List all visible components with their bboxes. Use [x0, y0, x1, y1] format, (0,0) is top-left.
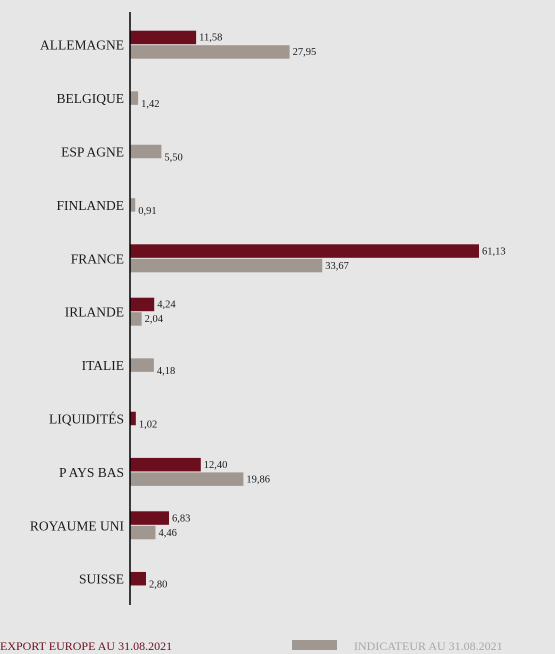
value-label-export-suisse: 2,80	[149, 580, 167, 591]
category-label-italie: ITALIE	[82, 358, 124, 373]
category-label-finlande: FINLANDE	[57, 198, 125, 213]
category-label-royaume-uni: ROYAUME UNI	[30, 518, 125, 533]
value-label-export-irlande: 4,24	[157, 300, 176, 311]
legend-label-indicateur: INDICATEUR AU 31.08.2021	[354, 639, 503, 653]
category-label-france: FRANCE	[71, 251, 124, 266]
category-label-allemagne: ALLEMAGNE	[40, 38, 124, 53]
value-label-indicateur-belgique: 1,42	[141, 99, 159, 110]
value-label-indicateur-royaume-uni: 4,46	[158, 528, 176, 539]
value-label-indicateur-france: 33,67	[325, 261, 349, 272]
category-label-belgique: BELGIQUE	[57, 91, 125, 106]
bars	[130, 30, 479, 586]
bar-export-p-ays-bas	[130, 457, 201, 472]
value-label-export-p-ays-bas: 12,40	[204, 460, 228, 471]
bar-indicateur-royaume-uni	[130, 525, 156, 540]
category-labels: ALLEMAGNE BELGIQUE ESP AGNE FINLANDE FRANCE I…	[30, 38, 125, 587]
bar-indicateur-france	[130, 258, 323, 273]
legend-swatch-indicateur	[292, 640, 337, 650]
bar-indicateur-irlande	[130, 312, 142, 326]
bar-indicateur-allemagne	[130, 45, 290, 59]
category-label-esp-agne: ESP AGNE	[61, 145, 124, 160]
category-label-p-ays-bas: P AYS BAS	[59, 465, 124, 480]
category-label-liquidites: LIQUIDITÉS	[49, 412, 124, 427]
value-label-indicateur-irlande: 2,04	[145, 314, 164, 325]
value-label-export-france: 61,13	[482, 246, 506, 257]
value-label-export-liquidites: 1,02	[139, 420, 157, 431]
legend-label-export: EXPORT EUROPE AU 31.08.2021	[0, 639, 172, 653]
value-label-indicateur-allemagne: 27,95	[293, 47, 317, 58]
legend: EXPORT EUROPE AU 31.08.2021 INDICATEUR A…	[0, 639, 503, 653]
bar-export-royaume-uni	[130, 511, 169, 525]
bar-export-allemagne	[130, 30, 197, 45]
value-label-indicateur-p-ays-bas: 19,86	[246, 474, 270, 485]
bar-export-liquidites	[130, 411, 136, 426]
category-label-irlande: IRLANDE	[65, 305, 124, 320]
bar-export-france	[130, 244, 479, 258]
bar-indicateur-italie	[130, 358, 154, 372]
value-label-export-allemagne: 11,58	[199, 33, 222, 44]
value-label-indicateur-italie: 4,18	[157, 366, 175, 377]
bar-indicateur-p-ays-bas	[130, 472, 244, 486]
bar-indicateur-belgique	[130, 91, 139, 105]
category-label-suisse: SUISSE	[79, 572, 124, 587]
bar-export-irlande	[130, 297, 155, 312]
value-label-export-royaume-uni: 6,83	[172, 513, 190, 524]
bar-indicateur-esp-agne	[130, 144, 162, 159]
bar-export-suisse	[130, 571, 146, 586]
bar-indicateur-finlande	[130, 198, 136, 212]
value-label-indicateur-esp-agne: 5,50	[164, 153, 182, 164]
value-labels: 11,58 27,95 1,42 5,50 0,91 61,13 33,67 4,24 2,04…	[138, 33, 505, 591]
value-label-indicateur-finlande: 0,91	[138, 206, 156, 217]
